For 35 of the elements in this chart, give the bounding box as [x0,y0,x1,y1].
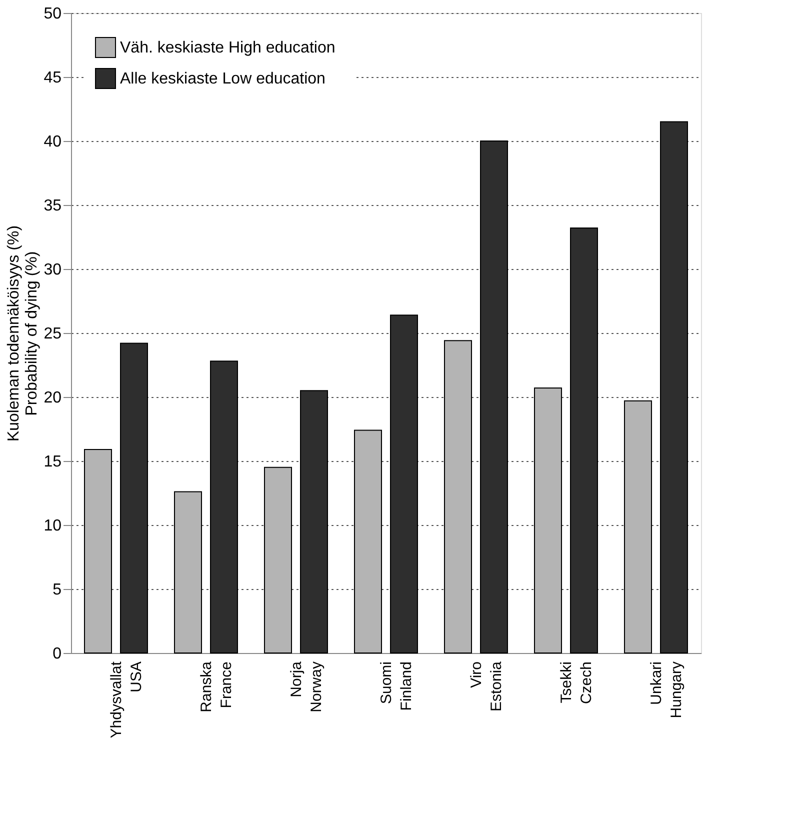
x-tick-label: Tsekki Czech [558,662,595,704]
legend-label: Alle keskiaste Low education [120,70,326,88]
bar [624,400,652,654]
bar [354,430,382,654]
bar [534,388,562,654]
y-tick-label: 0 [52,646,62,662]
bar [120,342,148,654]
x-tick-label: Viro Estonia [468,660,505,712]
y-tick-label: 35 [44,198,62,214]
x-tick-label: Ranska France [198,660,235,712]
x-tick-label: Suomi Finland [378,662,415,711]
bar [210,360,238,654]
bar [300,390,328,654]
y-axis-title: Kuoleman todennäköisyys (%) Probability of dying (%) [6,225,41,442]
bar [84,448,112,654]
bar [264,466,292,654]
y-tick-label: 50 [44,6,62,22]
y-tick-label: 45 [44,70,62,86]
y-tick-label: 30 [44,262,62,278]
bar [570,228,598,654]
y-tick-label: 40 [44,134,62,150]
y-tick-label: 15 [44,454,62,470]
y-tick-label: 10 [44,518,62,534]
bar [660,121,688,654]
bar [174,491,202,654]
x-tick-label: Unkari Hungary [648,661,685,718]
bar [390,314,418,654]
x-tick-label: Yhdysvallat USA [108,660,145,738]
bar [444,340,472,654]
legend-label: Väh. keskiaste High education [120,40,336,56]
x-tick-label: Norja Norway [288,660,325,712]
y-tick-label: 20 [44,390,62,406]
bar [480,140,508,654]
y-tick-label: 5 [52,582,62,598]
y-tick-label: 25 [44,326,62,342]
